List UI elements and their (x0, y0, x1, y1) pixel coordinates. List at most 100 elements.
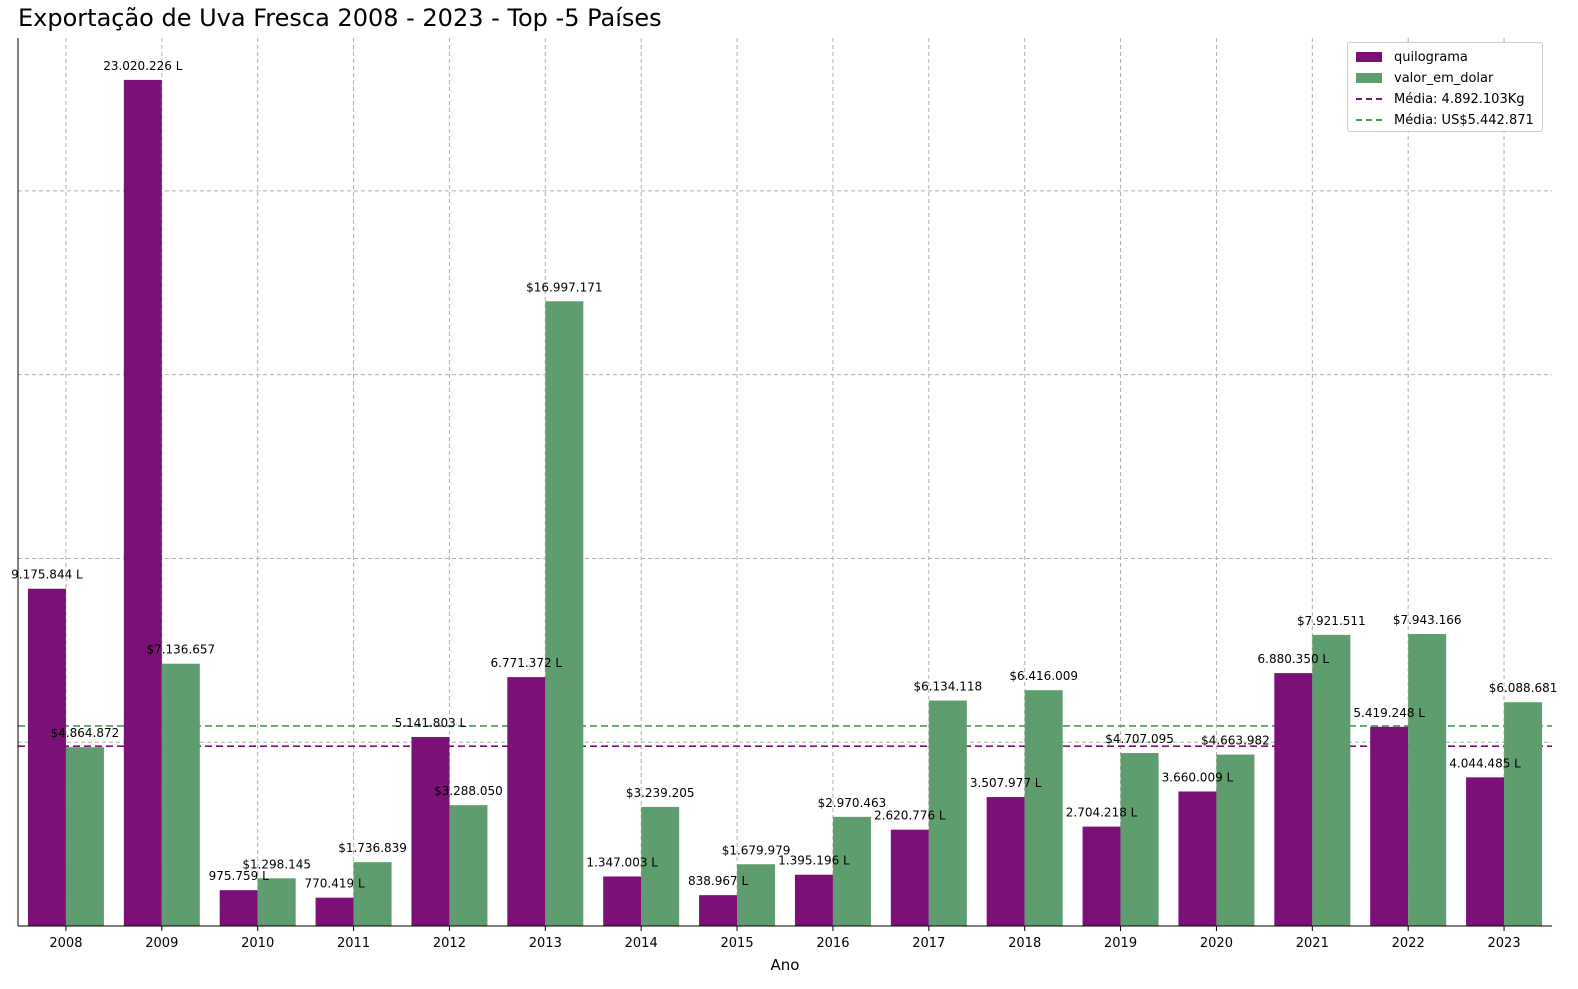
legend-swatch-quilograma (1356, 52, 1382, 62)
x-tick-label-2013: 2013 (529, 936, 562, 951)
chart-title: Exportação de Uva Fresca 2008 - 2023 - T… (18, 4, 662, 32)
axes: 2008 2009 2010 2011 2012 2013 2014 2015 2016 2017… (17, 38, 1552, 951)
x-tick-label-2012: 2012 (433, 936, 466, 951)
bar-valor_em_dolar-2012 (449, 805, 488, 926)
data-label-quilograma-2021: 6.880.350 L (1258, 652, 1330, 666)
data-label-valor_em_dolar-2014: $3.239.205 (626, 786, 695, 800)
bar-valor_em_dolar-2014 (641, 806, 680, 926)
legend-item-quilograma: quilograma (1356, 48, 1468, 66)
x-tick-label-2014: 2014 (625, 936, 658, 951)
data-label-quilograma-2013: 6.771.372 L (491, 656, 563, 670)
data-label-quilograma-2017: 2.620.776 L (874, 809, 946, 823)
bars (27, 79, 1543, 927)
bar-quilograma-2018 (986, 797, 1025, 926)
legend-label: quilograma (1394, 49, 1468, 65)
data-label-valor_em_dolar-2021: $7.921.511 (1297, 614, 1366, 628)
data-label-valor_em_dolar-2013: $16.997.171 (526, 280, 602, 294)
x-tick-label-2023: 2023 (1488, 936, 1521, 951)
bar-quilograma-2013 (507, 677, 546, 926)
x-tick-label-2009: 2009 (145, 936, 178, 951)
bar-valor_em_dolar-2020 (1216, 754, 1255, 926)
bar-quilograma-2015 (699, 895, 738, 926)
data-label-valor_em_dolar-2012: $3.288.050 (434, 784, 503, 798)
x-axis-label: Ano (771, 956, 800, 974)
bar-quilograma-2009 (123, 79, 162, 927)
bar-quilograma-2017 (890, 829, 929, 926)
x-tick-label-2016: 2016 (816, 936, 849, 951)
legend-swatch-valor-em-dolar (1356, 73, 1382, 83)
bar-quilograma-2010 (219, 890, 258, 926)
data-labels: 9.175.844 L $4.864.872 23.020.226 L $7.136.… (11, 59, 1557, 891)
grid (18, 38, 1552, 926)
data-label-valor_em_dolar-2020: $4.663.982 (1201, 734, 1270, 748)
data-label-valor_em_dolar-2008: $4.864.872 (51, 726, 120, 740)
data-label-quilograma-2009: 23.020.226 L (103, 59, 183, 73)
x-tick-label-2010: 2010 (241, 936, 274, 951)
bar-valor_em_dolar-2022 (1408, 634, 1447, 926)
x-tick-label-2017: 2017 (912, 936, 945, 951)
data-label-quilograma-2023: 4.044.485 L (1449, 756, 1521, 770)
data-label-valor_em_dolar-2009: $7.136.657 (146, 643, 215, 657)
bar-valor_em_dolar-2009 (161, 663, 200, 926)
legend-line-media-usd (1356, 119, 1382, 121)
bar-valor_em_dolar-2018 (1024, 690, 1063, 926)
data-label-quilograma-2010: 975.759 L (209, 869, 269, 883)
data-label-quilograma-2022: 5.419.248 L (1353, 706, 1425, 720)
bar-quilograma-2020 (1178, 791, 1217, 926)
data-label-quilograma-2014: 1.347.003 L (586, 855, 658, 869)
data-label-valor_em_dolar-2017: $6.134.118 (913, 680, 982, 694)
x-tick-label-2022: 2022 (1392, 936, 1425, 951)
data-label-quilograma-2011: 770.419 L (305, 877, 365, 891)
bar-valor_em_dolar-2011 (353, 862, 392, 926)
data-label-valor_em_dolar-2015: $1.679.979 (722, 843, 791, 857)
legend-item-media-usd: Média: US$5.442.871 (1356, 111, 1534, 129)
bar-quilograma-2016 (794, 874, 833, 926)
legend-item-media-kg: Média: 4.892.103Kg (1356, 90, 1525, 108)
bar-valor_em_dolar-2017 (928, 700, 967, 926)
x-tick-label-2018: 2018 (1008, 936, 1041, 951)
bar-valor_em_dolar-2019 (1120, 752, 1159, 926)
data-label-valor_em_dolar-2010: $1.298.145 (242, 857, 311, 871)
legend-label: Média: US$5.442.871 (1394, 112, 1534, 128)
x-tick-label-2019: 2019 (1104, 936, 1137, 951)
bar-quilograma-2008 (27, 588, 66, 926)
x-tick-label-2021: 2021 (1296, 936, 1329, 951)
legend-item-valor-em-dolar: valor_em_dolar (1356, 69, 1493, 87)
bar-valor_em_dolar-2021 (1312, 634, 1351, 926)
bar-valor_em_dolar-2023 (1504, 702, 1543, 926)
data-label-quilograma-2008: 9.175.844 L (11, 568, 83, 582)
data-label-quilograma-2012: 5.141.803 L (395, 716, 467, 730)
legend-line-media-kg (1356, 98, 1382, 100)
data-label-quilograma-2019: 2.704.218 L (1066, 806, 1138, 820)
data-label-valor_em_dolar-2022: $7.943.166 (1393, 613, 1462, 627)
data-label-quilograma-2016: 1.395.196 L (778, 854, 850, 868)
bar-quilograma-2022 (1370, 726, 1409, 926)
bar-valor_em_dolar-2010 (257, 878, 296, 926)
bar-quilograma-2019 (1082, 826, 1121, 926)
bar-quilograma-2011 (315, 897, 354, 926)
bar-valor_em_dolar-2016 (832, 816, 871, 926)
data-label-valor_em_dolar-2023: $6.088.681 (1489, 681, 1558, 695)
data-label-quilograma-2020: 3.660.009 L (1162, 770, 1234, 784)
x-tick-label-2015: 2015 (721, 936, 754, 951)
legend-label: valor_em_dolar (1394, 70, 1494, 86)
bar-quilograma-2023 (1466, 777, 1505, 926)
bar-valor_em_dolar-2008 (65, 747, 104, 926)
bar-quilograma-2012 (411, 737, 450, 926)
bar-valor_em_dolar-2015 (737, 864, 776, 926)
x-tick-label-2008: 2008 (49, 936, 82, 951)
data-label-quilograma-2015: 838.967 L (688, 874, 748, 888)
data-label-quilograma-2018: 3.507.977 L (970, 776, 1042, 790)
legend: quilograma valor_em_dolar Média: 4.892.1… (1347, 42, 1543, 132)
data-label-valor_em_dolar-2019: $4.707.095 (1105, 732, 1174, 746)
x-tick-label-2011: 2011 (337, 936, 370, 951)
data-label-valor_em_dolar-2018: $6.416.009 (1009, 669, 1078, 683)
x-tick-label-2020: 2020 (1200, 936, 1233, 951)
data-label-valor_em_dolar-2016: $2.970.463 (818, 796, 887, 810)
bar-quilograma-2021 (1274, 673, 1313, 926)
legend-label: Média: 4.892.103Kg (1394, 91, 1525, 107)
data-label-valor_em_dolar-2011: $1.736.839 (338, 841, 407, 855)
bar-valor_em_dolar-2013 (545, 301, 584, 926)
bar-quilograma-2014 (603, 876, 642, 926)
